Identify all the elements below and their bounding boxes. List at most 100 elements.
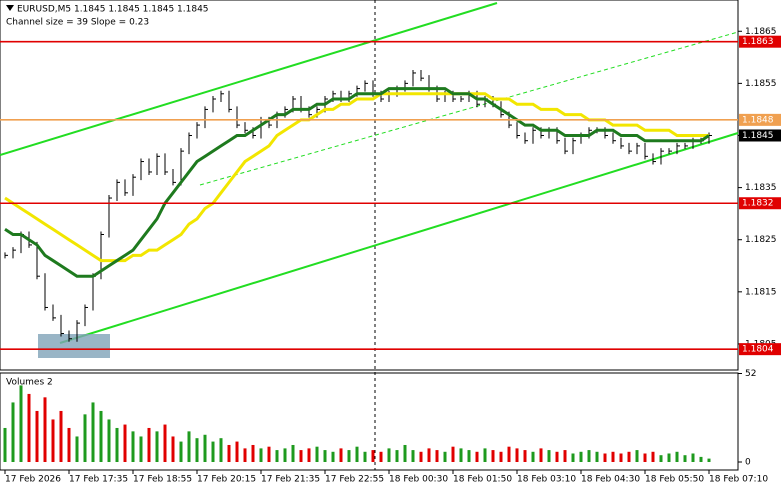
volume-bar bbox=[155, 431, 159, 462]
volume-bar bbox=[531, 451, 535, 462]
highlight-box bbox=[38, 334, 110, 358]
volume-bar bbox=[227, 444, 231, 462]
volume-bar bbox=[443, 451, 447, 462]
volume-bar bbox=[707, 458, 711, 462]
volume-bar bbox=[11, 402, 15, 462]
volume-bar bbox=[467, 450, 471, 462]
volume-bar bbox=[635, 450, 639, 462]
volume-bar bbox=[499, 451, 503, 462]
volume-bar bbox=[355, 446, 359, 462]
volume-bar bbox=[59, 410, 63, 462]
volume-bar bbox=[515, 448, 519, 462]
volume-bar bbox=[483, 448, 487, 462]
moving-average bbox=[4, 87, 710, 278]
volume-bar bbox=[19, 385, 23, 462]
volume-bar bbox=[195, 438, 199, 462]
volume-bar bbox=[651, 451, 655, 462]
volume-bar bbox=[595, 451, 599, 462]
volume-bar bbox=[395, 450, 399, 462]
x-tick-label: 18 Feb 03:10 bbox=[517, 475, 576, 485]
volume-bar bbox=[563, 450, 567, 462]
volume-bar bbox=[371, 450, 375, 462]
volume-bar bbox=[379, 451, 383, 462]
y-tick-label: 1.1825 bbox=[745, 235, 777, 245]
volume-bar bbox=[491, 450, 495, 462]
x-tick-label: 17 Feb 17:35 bbox=[69, 475, 128, 485]
volume-bar bbox=[699, 456, 703, 462]
volume-bar bbox=[91, 402, 95, 462]
volume-bar bbox=[219, 438, 223, 462]
x-tick-label: 18 Feb 04:30 bbox=[581, 475, 640, 485]
volume-bar bbox=[427, 448, 431, 462]
volume-bar bbox=[347, 450, 351, 462]
volume-bar bbox=[315, 446, 319, 462]
volume-bar bbox=[131, 431, 135, 462]
volume-bar bbox=[83, 414, 87, 462]
volume-bar bbox=[3, 427, 7, 462]
volume-bar bbox=[27, 393, 31, 462]
volume-bar bbox=[659, 455, 663, 462]
y-tick-label: 1.1815 bbox=[745, 287, 777, 297]
level-label: 1.1848 bbox=[742, 115, 774, 125]
volume-tick-label: 0 bbox=[745, 458, 751, 468]
volume-bar bbox=[75, 436, 79, 462]
chart-title: EURUSD,M5 1.1845 1.1845 1.1845 1.1845 bbox=[17, 5, 209, 15]
x-tick-label: 17 Feb 21:35 bbox=[261, 475, 320, 485]
volume-bar bbox=[603, 453, 607, 462]
volume-bar bbox=[683, 455, 687, 462]
x-tick-label: 18 Feb 05:50 bbox=[645, 475, 704, 485]
volume-bar bbox=[571, 453, 575, 462]
volume-bar bbox=[243, 448, 247, 462]
level-label: 1.1845 bbox=[742, 131, 774, 141]
level-tag bbox=[739, 113, 781, 126]
volume-bar bbox=[691, 453, 695, 462]
volume-bar bbox=[323, 450, 327, 462]
volume-bar bbox=[675, 451, 679, 462]
volume-bar bbox=[43, 397, 47, 462]
volume-bar bbox=[235, 441, 239, 462]
volume-bar bbox=[171, 436, 175, 462]
channel-upper bbox=[0, 2, 498, 156]
volume-bar bbox=[387, 448, 391, 462]
volume-bar bbox=[419, 451, 423, 462]
level-label: 1.1832 bbox=[742, 199, 774, 209]
x-tick-label: 18 Feb 00:30 bbox=[389, 475, 448, 485]
volume-bar bbox=[555, 451, 559, 462]
volume-bar bbox=[299, 450, 303, 462]
volume-bar bbox=[475, 451, 479, 462]
volume-bar bbox=[251, 444, 255, 462]
volume-bar bbox=[51, 419, 55, 462]
x-tick-label: 17 Feb 18:55 bbox=[133, 475, 192, 485]
volume-bar bbox=[459, 448, 463, 462]
volume-bar bbox=[267, 446, 271, 462]
x-tick-label: 18 Feb 07:10 bbox=[709, 475, 768, 485]
volume-bar bbox=[619, 453, 623, 462]
x-tick-label: 18 Feb 01:50 bbox=[453, 475, 512, 485]
menu-triangle bbox=[6, 5, 14, 11]
volume-bar bbox=[627, 451, 631, 462]
volume-panel bbox=[0, 372, 739, 471]
volume-bar bbox=[339, 448, 343, 462]
volume-bar bbox=[411, 450, 415, 462]
volume-bar bbox=[67, 427, 71, 462]
volume-bar bbox=[163, 424, 167, 462]
x-tick-label: 17 Feb 20:15 bbox=[197, 475, 256, 485]
volume-bar bbox=[587, 450, 591, 462]
level-label: 1.1863 bbox=[742, 37, 774, 47]
volume-bar bbox=[643, 453, 647, 462]
volume-bar bbox=[331, 451, 335, 462]
volume-bar bbox=[123, 424, 127, 462]
volume-bar bbox=[539, 448, 543, 462]
level-tag bbox=[739, 197, 781, 210]
volume-bar bbox=[283, 448, 287, 462]
y-tick-label: 1.1855 bbox=[745, 79, 777, 89]
x-tick-label: 17 Feb 22:55 bbox=[325, 475, 384, 485]
volume-bar bbox=[259, 448, 263, 462]
channel-mid bbox=[199, 31, 739, 186]
volume-bar bbox=[435, 450, 439, 462]
volume-bar bbox=[147, 427, 151, 462]
volume-bar bbox=[523, 450, 527, 462]
level-tag bbox=[739, 35, 781, 48]
x-tick-label: 17 Feb 2026 bbox=[5, 475, 61, 485]
